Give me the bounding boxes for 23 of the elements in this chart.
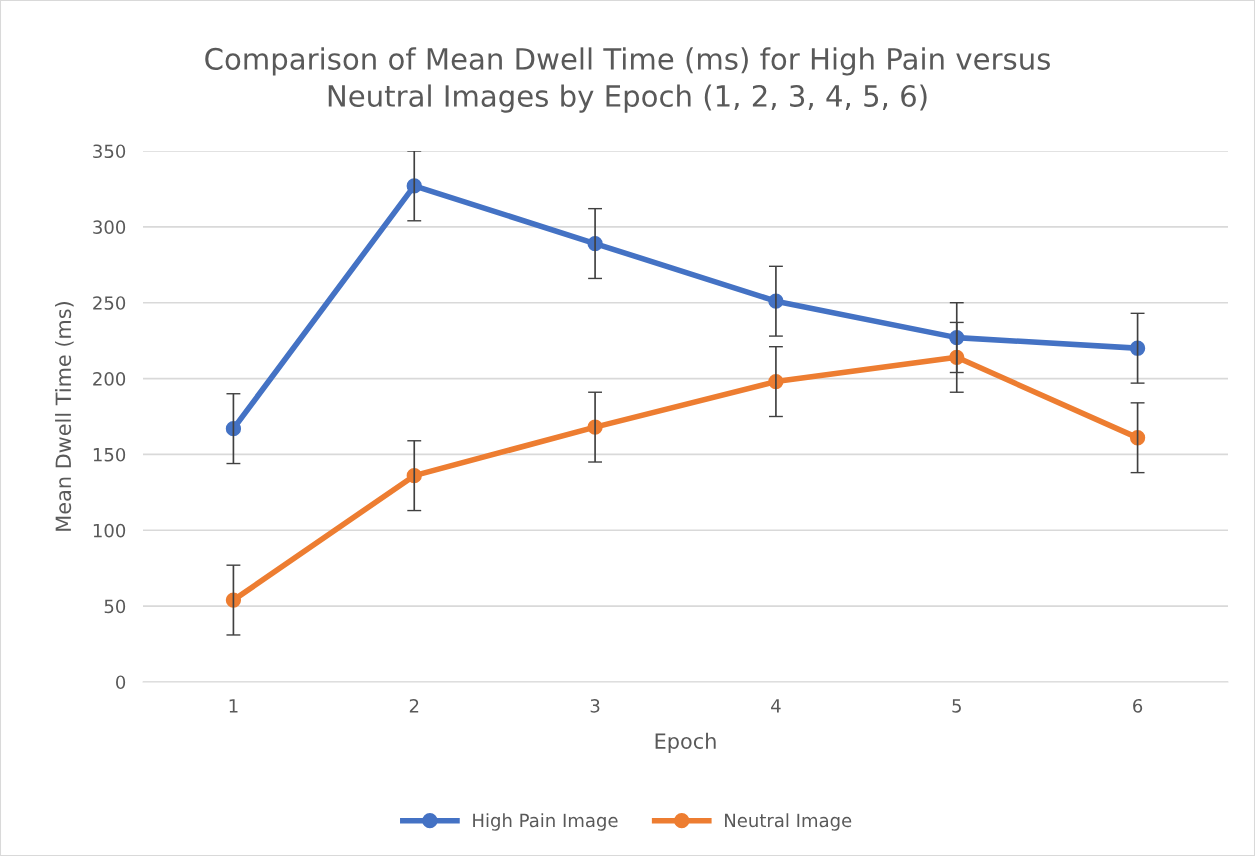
legend-label: High Pain Image — [473, 813, 618, 831]
y-tick-label: 300 — [93, 220, 126, 234]
chart-title: Comparison of Mean Dwell Time (ms) for High Pain versus Neutral Images by Epoch (1, 2, 3, 4, 5, 6) — [205, 47, 1050, 113]
y-tick-label: 150 — [93, 447, 126, 462]
point — [225, 420, 242, 437]
x-tick-label: 5 — [952, 699, 961, 713]
y-tick-label: 0 — [116, 675, 126, 690]
y-tick-label: 50 — [104, 599, 126, 614]
x-tick-label: 4 — [771, 699, 781, 713]
point — [1129, 430, 1146, 446]
point — [225, 592, 242, 608]
legend-label: Neutral Image — [725, 813, 852, 831]
x-tick-label: 1 — [229, 699, 238, 713]
x-tick-label: 3 — [590, 698, 600, 713]
y-axis-title: Mean Dwell Time (ms) — [55, 302, 74, 531]
y-tick-label: 100 — [93, 523, 126, 538]
y-tick-label: 200 — [93, 372, 126, 386]
x-axis-title: Epoch — [655, 732, 716, 753]
x-tick-label: 2 — [409, 698, 419, 713]
point — [1129, 340, 1146, 356]
y-tick-label: 250 — [93, 296, 126, 310]
x-tick-label: 6 — [1133, 698, 1143, 713]
y-tick-label: 350 — [93, 144, 126, 159]
